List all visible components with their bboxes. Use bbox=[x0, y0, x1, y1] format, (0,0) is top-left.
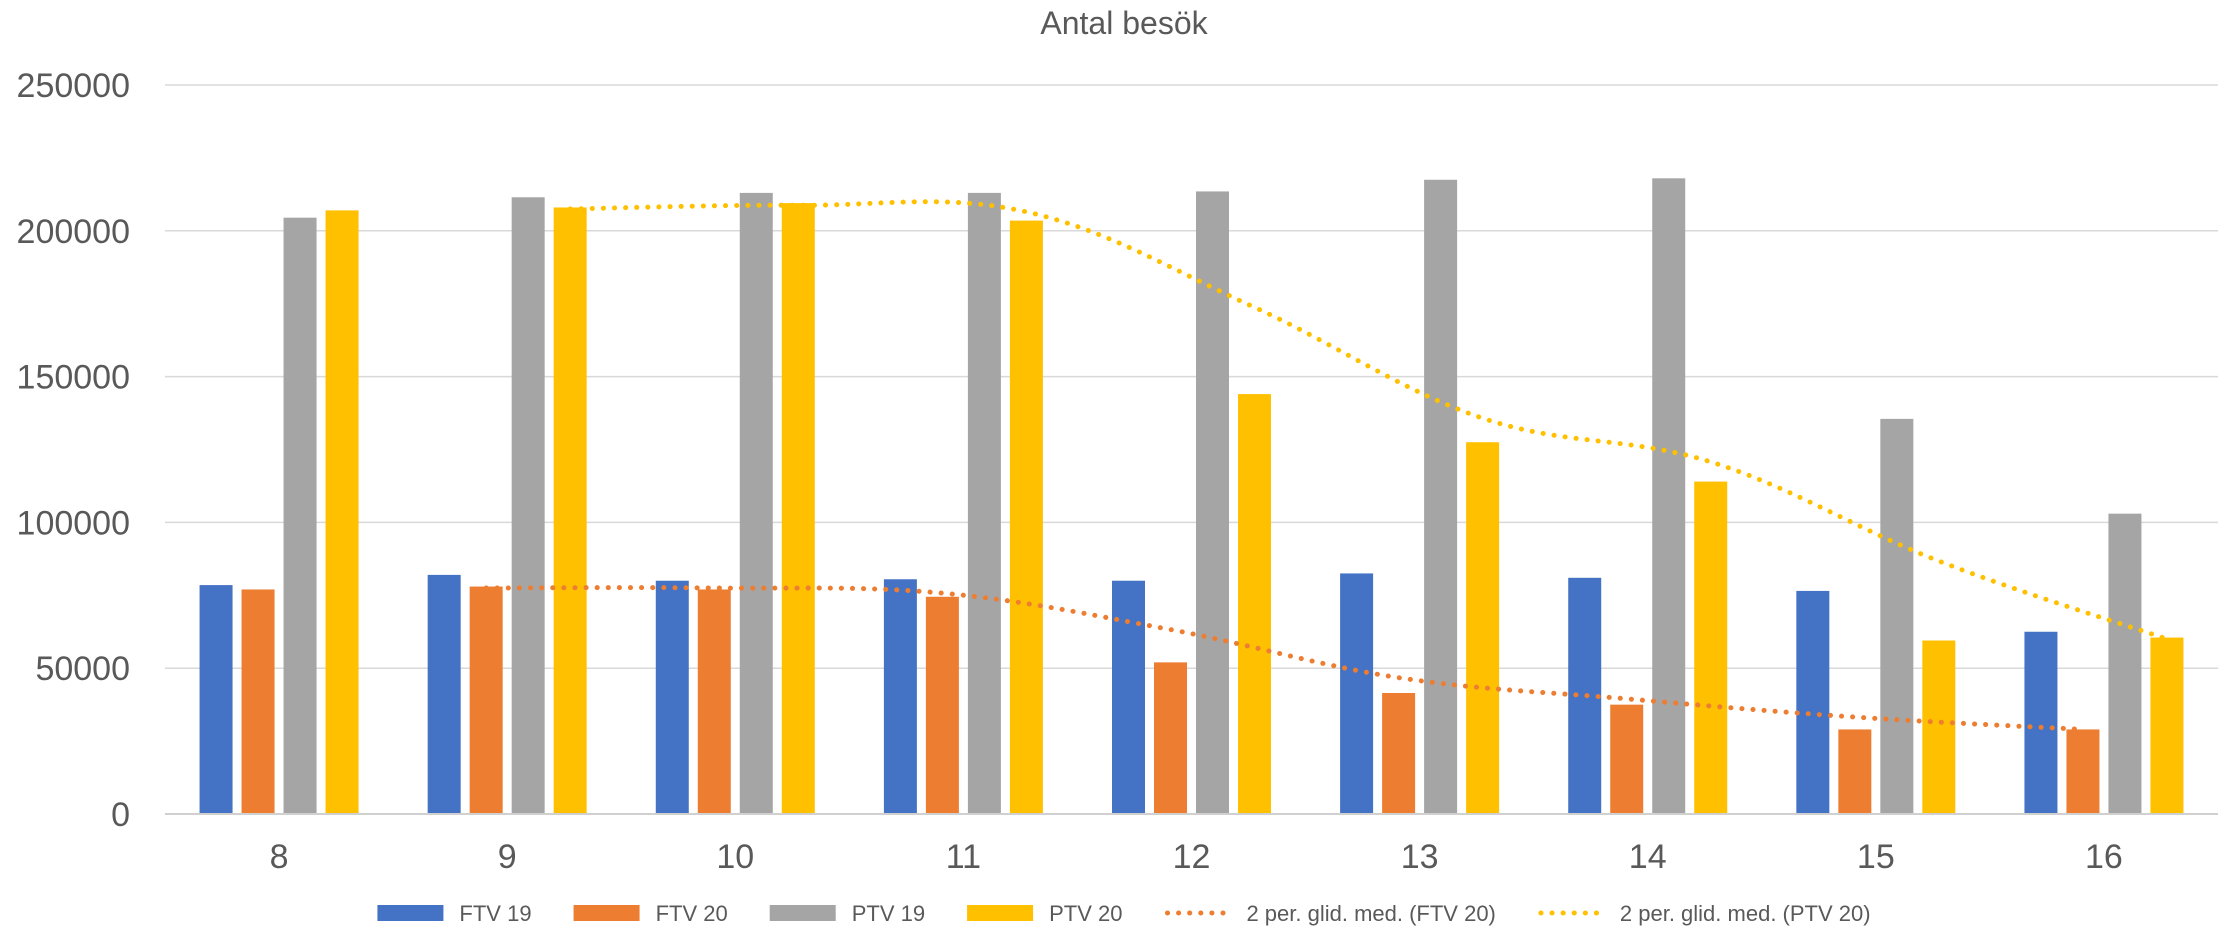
bar-ptv-19-12 bbox=[1196, 191, 1229, 814]
trendline-ptv-20 bbox=[567, 199, 2170, 642]
bar-ptv-20-10 bbox=[781, 203, 815, 814]
bar-ptv-20-11 bbox=[1009, 220, 1043, 814]
bar-ptv-19-13 bbox=[1424, 179, 1458, 814]
legend-label: 2 per. glid. med. (FTV 20) bbox=[1246, 901, 1495, 926]
chart-title: Antal besök bbox=[1040, 5, 1208, 41]
x-tick-label: 16 bbox=[2085, 838, 2123, 876]
x-tick-label: 10 bbox=[716, 838, 754, 876]
bar-ftv-19-15 bbox=[1796, 590, 1830, 814]
bar-ptv-19-11 bbox=[967, 192, 1001, 815]
legend-key bbox=[769, 905, 836, 921]
legend-label: FTV 19 bbox=[459, 901, 531, 926]
bar-ftv-20-15 bbox=[1838, 729, 1872, 814]
x-tick-label: 12 bbox=[1173, 838, 1211, 876]
bar-ptv-20-15 bbox=[1922, 640, 1956, 814]
bar-ftv-20-14 bbox=[1610, 704, 1644, 814]
bar-ftv-20-16 bbox=[2066, 729, 2100, 814]
y-tick-label: 100000 bbox=[17, 504, 130, 542]
bar-ftv-20-11 bbox=[925, 596, 959, 814]
y-tick-label: 50000 bbox=[35, 650, 130, 688]
legend-key bbox=[377, 905, 444, 921]
x-tick-label: 9 bbox=[498, 838, 517, 876]
bar-ftv-19-11 bbox=[883, 579, 917, 814]
legend-key bbox=[967, 905, 1034, 921]
bar-ftv-20-10 bbox=[697, 589, 731, 814]
y-tick-label: 250000 bbox=[17, 67, 130, 105]
legend-label: PTV 20 bbox=[1049, 901, 1122, 926]
bar-ftv-20-13 bbox=[1382, 692, 1416, 814]
y-tick-label: 200000 bbox=[17, 213, 130, 251]
x-tick-label: 8 bbox=[270, 838, 289, 876]
x-axis-ticks: 8 9 10 11 12 13 14 15 16 bbox=[270, 838, 2123, 876]
x-tick-label: 15 bbox=[1857, 838, 1895, 876]
bar-ptv-19-9 bbox=[511, 197, 545, 815]
trendlines bbox=[483, 199, 2170, 732]
legend: FTV 19 FTV 20 PTV 19 PTV 20 2 per. glid. med… bbox=[377, 901, 1871, 926]
x-tick-label: 13 bbox=[1401, 838, 1439, 876]
legend-label: PTV 19 bbox=[852, 901, 925, 926]
bar-ptv-19-15 bbox=[1880, 418, 1914, 814]
bar-ptv-20-12 bbox=[1238, 394, 1271, 814]
bar-ptv-20-13 bbox=[1466, 442, 1500, 814]
bar-ftv-19-10 bbox=[655, 580, 689, 814]
bar-ftv-19-8 bbox=[199, 585, 233, 814]
bars bbox=[199, 178, 2184, 815]
bar-ftv-19-13 bbox=[1340, 573, 1374, 814]
legend-key bbox=[573, 905, 640, 921]
bar-ptv-19-16 bbox=[2108, 513, 2142, 814]
bar-ftv-20-8 bbox=[241, 589, 275, 814]
y-tick-label: 0 bbox=[111, 796, 130, 834]
bar-ftv-20-9 bbox=[469, 586, 503, 814]
x-tick-label: 14 bbox=[1629, 838, 1667, 876]
y-tick-label: 150000 bbox=[17, 359, 130, 397]
y-axis-ticks: 0 50000 100000 150000 200000 250000 bbox=[17, 67, 130, 834]
bar-ptv-19-8 bbox=[283, 217, 317, 815]
bar-ptv-19-14 bbox=[1652, 178, 1686, 814]
legend-label: 2 per. glid. med. (PTV 20) bbox=[1620, 901, 1871, 926]
bar-ptv-20-14 bbox=[1694, 481, 1728, 814]
bar-ptv-19-10 bbox=[739, 192, 773, 815]
legend-label: FTV 20 bbox=[656, 901, 728, 926]
bar-ftv-19-16 bbox=[2024, 631, 2058, 814]
x-tick-label: 11 bbox=[946, 838, 981, 876]
bar-ftv-20-12 bbox=[1154, 662, 1187, 814]
bar-ftv-19-12 bbox=[1112, 580, 1145, 814]
bar-ptv-20-8 bbox=[325, 210, 359, 814]
bar-ftv-19-9 bbox=[427, 574, 461, 814]
gridlines bbox=[165, 84, 2218, 669]
bar-ptv-20-16 bbox=[2150, 637, 2184, 814]
bar-ptv-20-9 bbox=[553, 207, 587, 815]
